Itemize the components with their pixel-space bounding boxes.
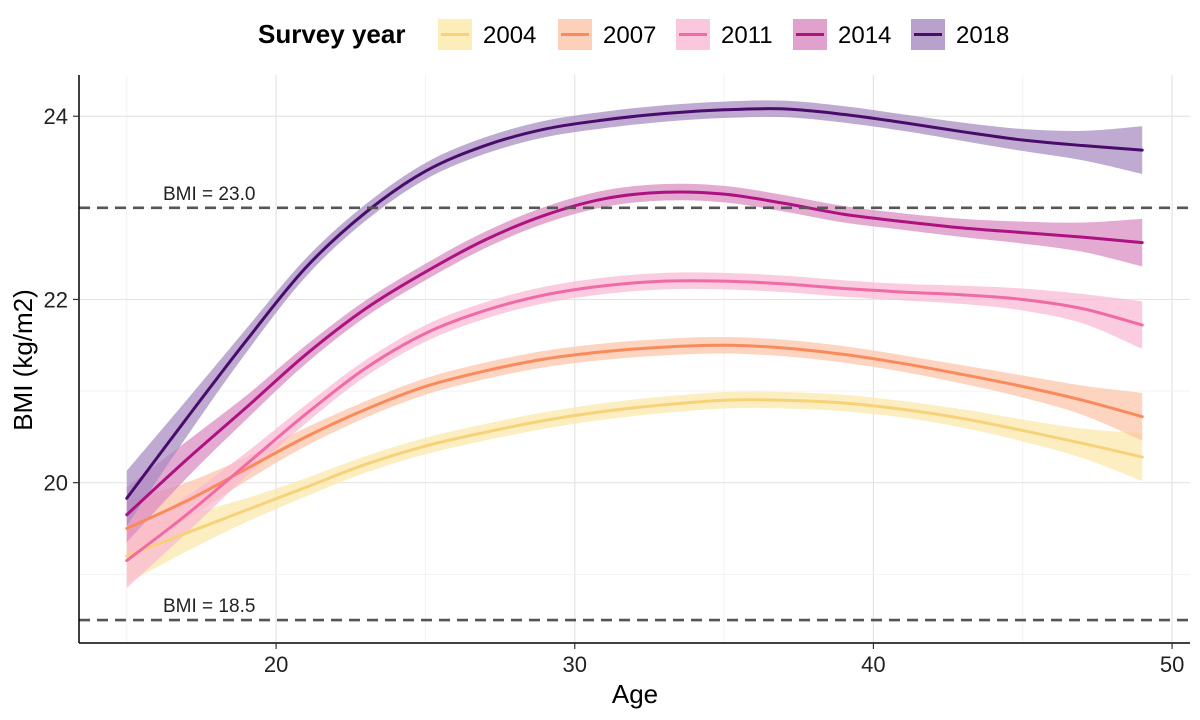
series-line-2004 bbox=[125, 398, 1144, 558]
legend-item-2007: 2007 bbox=[558, 19, 656, 50]
reference-line-label: BMI = 23.0 bbox=[163, 184, 255, 205]
x-tick-label: 30 bbox=[563, 652, 587, 677]
x-axis-ticks: 20 30 40 50 bbox=[264, 643, 1184, 677]
x-tick-label: 50 bbox=[1160, 652, 1184, 677]
legend-items: 2004 2007 2011 2014 2018 bbox=[438, 19, 1009, 50]
confidence-band-2011 bbox=[126, 272, 1143, 589]
y-axis-ticks: 20 22 24 bbox=[44, 104, 79, 496]
legend-item-2011: 2011 bbox=[676, 19, 773, 50]
legend-item-2018: 2018 bbox=[911, 19, 1009, 50]
x-tick-label: 40 bbox=[861, 652, 885, 677]
series-line-2014 bbox=[125, 190, 1144, 517]
gridlines bbox=[79, 75, 1190, 643]
y-axis-title: BMI (kg/m2) bbox=[8, 289, 38, 431]
x-tick-label: 20 bbox=[264, 652, 288, 677]
legend-item-2004: 2004 bbox=[438, 19, 536, 50]
x-axis-title: Age bbox=[612, 679, 658, 709]
y-tick-label: 20 bbox=[44, 471, 68, 496]
legend-label: 2011 bbox=[721, 22, 773, 49]
legend-label: 2004 bbox=[483, 22, 536, 49]
legend-item-2014: 2014 bbox=[793, 19, 891, 50]
confidence-band-2004 bbox=[126, 391, 1143, 584]
confidence-bands bbox=[126, 100, 1143, 589]
legend-label: 2014 bbox=[838, 22, 891, 49]
series-line-2007 bbox=[125, 343, 1144, 530]
reference-lines: BMI = 23.0 BMI = 18.5 bbox=[79, 184, 1190, 622]
series-lines bbox=[125, 107, 1144, 563]
legend-title: Survey year bbox=[258, 19, 405, 49]
y-tick-label: 22 bbox=[44, 287, 68, 312]
legend-label: 2018 bbox=[956, 22, 1009, 49]
series-line-2011 bbox=[125, 279, 1144, 563]
series-line-2018 bbox=[125, 107, 1144, 500]
y-tick-label: 24 bbox=[44, 104, 68, 129]
confidence-band-2018 bbox=[126, 100, 1143, 526]
legend: Survey year 2004 2007 2011 2014 2018 bbox=[258, 19, 1009, 50]
axes bbox=[78, 75, 1190, 644]
legend-label: 2007 bbox=[603, 22, 656, 49]
reference-line-label: BMI = 18.5 bbox=[163, 596, 255, 617]
